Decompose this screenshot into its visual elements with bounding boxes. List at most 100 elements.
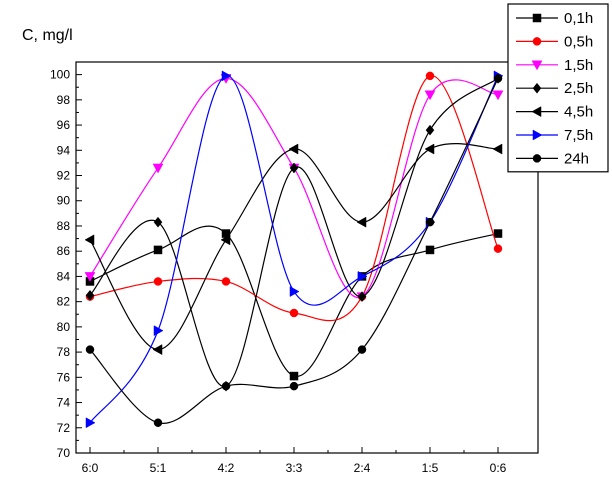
data-point bbox=[424, 143, 435, 155]
data-point bbox=[289, 308, 299, 318]
legend-label: 2,5h bbox=[564, 80, 593, 97]
y-axis-title: C, mg/l bbox=[22, 27, 73, 44]
data-point bbox=[356, 216, 367, 228]
y-tick-label: 74 bbox=[57, 396, 71, 410]
y-tick-label: 92 bbox=[57, 169, 71, 183]
legend: 0,1h 0,5h 1,5h 2,5h 4,5h 7,5h 24h bbox=[507, 3, 609, 173]
y-tick-label: 80 bbox=[57, 320, 71, 334]
data-point bbox=[492, 143, 503, 155]
series-line bbox=[89, 225, 499, 377]
data-point bbox=[288, 143, 299, 155]
legend-marker bbox=[531, 106, 542, 118]
legend-marker bbox=[531, 60, 543, 71]
series-line bbox=[89, 75, 499, 322]
series-group bbox=[84, 70, 504, 429]
legend-label: 1,5h bbox=[564, 57, 593, 74]
y-tick-label: 78 bbox=[57, 345, 71, 359]
legend-marker bbox=[532, 82, 542, 94]
data-point bbox=[425, 217, 435, 227]
series-1 bbox=[85, 225, 503, 381]
data-point bbox=[152, 163, 164, 174]
data-point bbox=[85, 417, 96, 429]
y-tick-label: 96 bbox=[57, 118, 71, 132]
data-point bbox=[425, 71, 435, 81]
data-point bbox=[153, 418, 163, 427]
x-tick-label: 2:4 bbox=[354, 461, 371, 475]
data-point bbox=[153, 277, 163, 286]
x-tick-label: 0:6 bbox=[490, 461, 507, 475]
data-point bbox=[152, 344, 163, 355]
x-tick-label: 6:0 bbox=[82, 461, 99, 475]
legend-marker bbox=[532, 129, 543, 141]
y-tick-label: 88 bbox=[57, 219, 71, 233]
data-point bbox=[153, 325, 164, 337]
series-line bbox=[89, 75, 499, 424]
legend-label: 0,5h bbox=[564, 33, 593, 50]
x-tick-label: 4:2 bbox=[218, 461, 235, 475]
data-point bbox=[220, 234, 231, 246]
y-tick-label: 90 bbox=[57, 194, 71, 208]
legend-label: 4,5h bbox=[564, 104, 593, 121]
data-point bbox=[357, 291, 367, 303]
y-tick-label: 100 bbox=[50, 68, 70, 82]
legend-marker bbox=[532, 37, 542, 46]
y-tick-label: 86 bbox=[57, 244, 71, 258]
data-point bbox=[425, 245, 435, 255]
y-tick-label: 76 bbox=[57, 370, 71, 384]
data-point bbox=[289, 162, 299, 174]
data-point bbox=[289, 371, 299, 381]
x-tick-label: 1:5 bbox=[422, 461, 439, 475]
data-point bbox=[492, 90, 504, 101]
series-7 bbox=[85, 74, 503, 427]
y-tick-label: 84 bbox=[57, 269, 71, 283]
data-point bbox=[357, 270, 368, 282]
y-tick-label: 98 bbox=[57, 93, 71, 107]
x-tick-label: 5:1 bbox=[150, 461, 167, 475]
data-point bbox=[84, 234, 95, 246]
data-point bbox=[221, 381, 231, 391]
y-tick-label: 70 bbox=[57, 446, 71, 460]
series-3 bbox=[84, 74, 504, 303]
data-point bbox=[84, 272, 96, 282]
series-4 bbox=[85, 72, 503, 392]
legend-item: 0,1h bbox=[516, 10, 593, 27]
series-2 bbox=[85, 71, 503, 322]
series-line bbox=[89, 77, 499, 387]
legend-label: 7,5h bbox=[564, 127, 593, 144]
data-point bbox=[493, 229, 503, 238]
data-point bbox=[493, 74, 503, 83]
data-point bbox=[289, 286, 300, 297]
legend-item: 0,5h bbox=[516, 33, 593, 50]
data-point bbox=[221, 70, 232, 82]
data-point bbox=[493, 244, 503, 253]
legend-item: 4,5h bbox=[516, 104, 593, 121]
data-point bbox=[425, 124, 435, 136]
legend-item: 24h bbox=[516, 150, 589, 167]
data-point bbox=[221, 277, 231, 286]
data-point bbox=[357, 345, 367, 354]
x-tick-label: 3:3 bbox=[286, 461, 303, 475]
data-point bbox=[153, 245, 163, 255]
y-tick-label: 94 bbox=[57, 143, 71, 157]
series-line bbox=[89, 78, 499, 424]
series-line bbox=[89, 77, 499, 299]
data-point bbox=[85, 289, 95, 301]
axes: 70 72 74 76 78 80 82 84 86 88 90 92 94 96 98 100 6:0 5:1 4… bbox=[50, 61, 539, 475]
series-5 bbox=[84, 143, 503, 355]
plot-frame bbox=[75, 61, 539, 454]
data-point bbox=[153, 216, 163, 228]
series-line bbox=[89, 143, 499, 351]
legend-marker bbox=[532, 154, 542, 163]
legend-label: 24h bbox=[564, 150, 589, 167]
y-tick-label: 82 bbox=[57, 295, 71, 309]
data-point bbox=[289, 381, 299, 391]
y-tick-label: 72 bbox=[57, 421, 71, 435]
data-point bbox=[424, 90, 436, 101]
data-point bbox=[85, 345, 95, 354]
legend-item: 1,5h bbox=[516, 57, 593, 74]
legend-marker bbox=[532, 13, 542, 23]
legend-item: 2,5h bbox=[516, 80, 593, 97]
legend-label: 0,1h bbox=[564, 10, 593, 27]
legend-item: 7,5h bbox=[516, 127, 593, 144]
